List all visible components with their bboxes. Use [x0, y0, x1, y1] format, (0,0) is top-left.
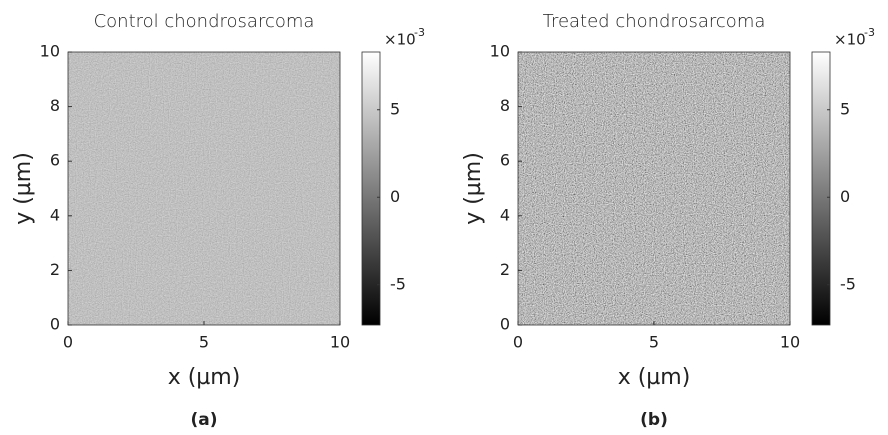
colorbar-tick-label: 0	[840, 187, 850, 206]
colorbar-tick-label: 5	[390, 99, 400, 118]
y-tick-label: 6	[50, 151, 60, 170]
colorbar-tick-label: 5	[840, 99, 850, 118]
panel-label: (b)	[640, 410, 668, 430]
y-tick-label: 8	[500, 96, 510, 115]
chart-title: Control chondrosarcoma	[94, 11, 315, 32]
panel-label: (a)	[190, 410, 217, 430]
y-tick-label: 8	[50, 96, 60, 115]
colorbar-tick-label: -5	[390, 274, 406, 293]
colorbar-multiplier: ×10	[834, 31, 866, 49]
colorbar-exponent: -3	[864, 26, 875, 39]
x-tick-label: 10	[330, 333, 350, 352]
y-tick-label: 0	[50, 315, 60, 334]
x-axis-label: x (µm)	[618, 365, 691, 390]
y-tick-label: 6	[500, 151, 510, 170]
y-tick-label: 0	[500, 315, 510, 334]
y-axis-label: y (µm)	[11, 152, 36, 225]
y-tick-label: 10	[490, 42, 510, 61]
x-tick-label: 0	[63, 333, 73, 352]
x-tick-label: 5	[199, 333, 209, 352]
chart-title: Treated chondrosarcoma	[543, 11, 766, 32]
y-tick-label: 2	[500, 260, 510, 279]
colorbar-multiplier: ×10	[384, 31, 416, 49]
y-tick-label: 2	[50, 260, 60, 279]
colorbar-tick-label: -5	[840, 274, 856, 293]
y-tick-label: 4	[50, 205, 60, 224]
x-tick-label: 5	[649, 333, 659, 352]
heatmap-image	[518, 52, 790, 325]
heatmap-image	[68, 52, 340, 325]
y-axis-label: y (µm)	[461, 152, 486, 225]
x-axis-label: x (µm)	[168, 365, 241, 390]
colorbar	[361, 51, 381, 326]
colorbar-tick-label: 0	[390, 187, 400, 206]
x-tick-label: 10	[780, 333, 800, 352]
colorbar	[811, 51, 831, 326]
x-tick-label: 0	[513, 333, 523, 352]
colorbar-exponent: -3	[414, 26, 425, 39]
y-tick-label: 4	[500, 205, 510, 224]
y-tick-label: 10	[40, 42, 60, 61]
